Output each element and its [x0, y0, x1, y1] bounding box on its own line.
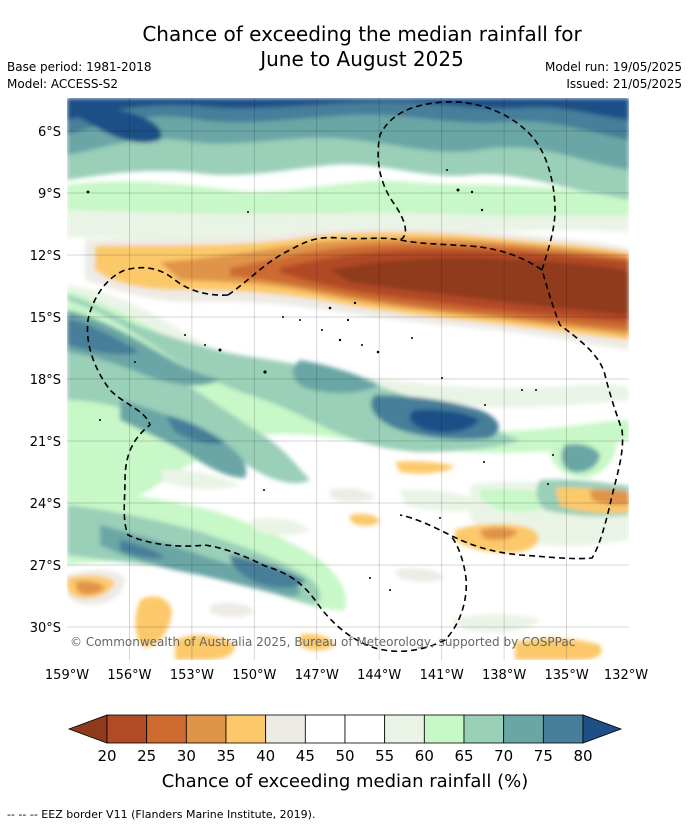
- lat-label: 12°S: [30, 249, 61, 264]
- meta-right: Model run: 19/05/2025 Issued: 21/05/2025: [545, 59, 682, 93]
- colorbar-tick-label: 65: [454, 747, 473, 765]
- latitude-labels: 6°S 9°S 12°S 15°S 18°S 21°S 24°S 27°S 30…: [30, 125, 61, 636]
- lat-label: 24°S: [30, 497, 61, 512]
- lon-label: 156°W: [107, 668, 151, 683]
- colorbar-tick-label: 30: [177, 747, 196, 765]
- colorbar-tick-label: 50: [335, 747, 354, 765]
- colorbar-swatch: [225, 714, 267, 744]
- colorbar-swatch: [384, 714, 425, 744]
- colorbar-tick-label: 55: [375, 747, 394, 765]
- colorbar-swatch: [463, 714, 505, 744]
- colorbar-tick-label: 20: [97, 747, 116, 765]
- colorbar-tick-label: 70: [494, 747, 513, 765]
- model-run: Model run: 19/05/2025: [544, 60, 682, 74]
- colorbar-swatch: [106, 714, 148, 744]
- model-name: Model: ACCESS-S2: [7, 77, 119, 91]
- colorbar-swatch: [304, 714, 346, 744]
- lon-label: 141°W: [420, 668, 464, 683]
- colorbar-swatch: [146, 714, 187, 744]
- lon-label: 153°W: [170, 668, 214, 683]
- lat-label: 6°S: [38, 125, 61, 140]
- lon-label: 132°W: [604, 668, 648, 683]
- title-line-1: Chance of exceeding the median rainfall …: [142, 22, 582, 46]
- lat-label: 30°S: [30, 621, 61, 636]
- colorbar-tick-label: 40: [256, 747, 275, 765]
- title-line-2: June to August 2025: [260, 47, 464, 71]
- colorbar-swatch: [344, 714, 386, 744]
- lat-label: 21°S: [30, 435, 61, 450]
- colorbar-label: Chance of exceeding median rainfall (%): [161, 771, 529, 792]
- lat-label: 18°S: [30, 373, 61, 388]
- colorbar: 20 25 30 35 40 45 50 55 60 65 70 75 80: [67, 714, 623, 765]
- colorbar-tick-label: 80: [573, 747, 592, 765]
- eez-borders: [86, 101, 624, 653]
- lon-label: 159°W: [45, 668, 89, 683]
- colorbar-swatch: [423, 714, 465, 744]
- lon-label: 144°W: [357, 668, 401, 683]
- colorbar-tick-label: 25: [137, 747, 156, 765]
- colorbar-tick-label: 45: [296, 747, 315, 765]
- lon-label: 138°W: [482, 668, 526, 683]
- grid-lines: [67, 98, 629, 660]
- map-area: © Commonwealth of Australia 2025, Bureau…: [67, 98, 629, 660]
- lon-label: 147°W: [295, 668, 339, 683]
- colorbar-arrow-high: [582, 714, 623, 744]
- colorbar-arrow-low: [67, 714, 108, 744]
- colorbar-tick-label: 75: [534, 747, 553, 765]
- islands: [86, 169, 554, 591]
- lon-label: 150°W: [232, 668, 276, 683]
- eez-legend-note: -- -- -- EEZ border V11 (Flanders Marine…: [7, 808, 316, 821]
- copyright-notice: © Commonwealth of Australia 2025, Bureau…: [70, 635, 575, 649]
- lon-label: 135°W: [545, 668, 589, 683]
- colorbar-swatch: [503, 714, 544, 744]
- colorbar-swatch: [542, 714, 584, 744]
- meta-left: Base period: 1981-2018 Model: ACCESS-S2: [7, 59, 152, 93]
- base-period: Base period: 1981-2018: [7, 60, 152, 74]
- rainfall-map: © Commonwealth of Australia 2025, Bureau…: [30, 98, 648, 765]
- issued-date: Issued: 21/05/2025: [566, 77, 682, 91]
- map-title: Chance of exceeding the median rainfall …: [0, 22, 690, 72]
- colorbar-swatch: [185, 714, 227, 744]
- colorbar-tick-label: 60: [415, 747, 434, 765]
- lat-label: 15°S: [30, 311, 61, 326]
- lat-label: 27°S: [30, 559, 61, 574]
- lat-label: 9°S: [38, 187, 61, 202]
- colorbar-swatch: [265, 714, 306, 744]
- longitude-labels: 159°W 156°W 153°W 150°W 147°W 144°W 141°…: [45, 668, 648, 683]
- colorbar-tick-label: 35: [216, 747, 235, 765]
